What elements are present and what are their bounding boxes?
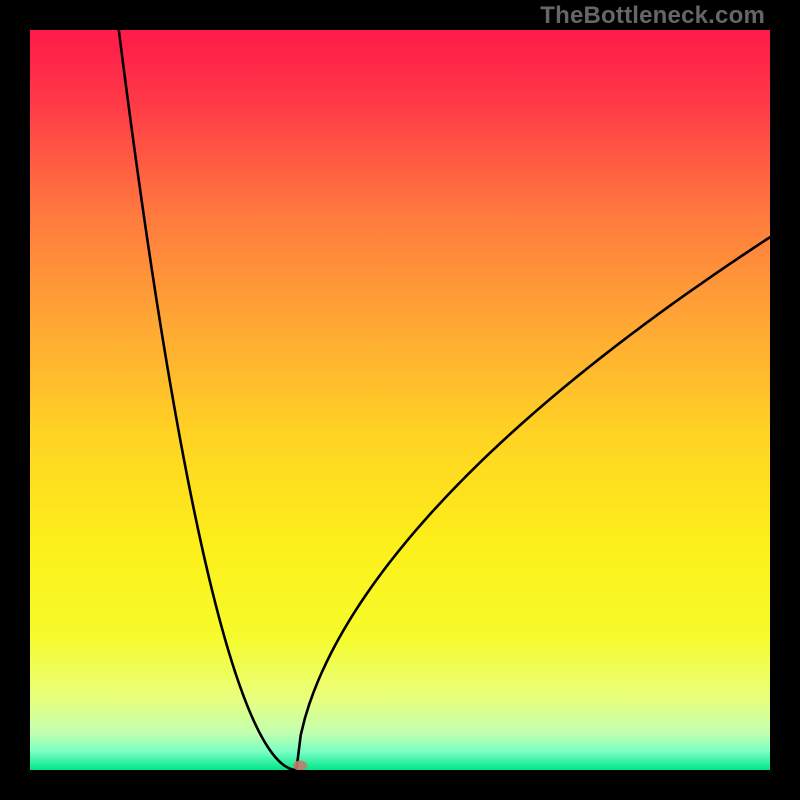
- chart-container: TheBottleneck.com: [0, 0, 800, 800]
- plot-area: [30, 30, 770, 770]
- bottleneck-curve: [119, 30, 770, 770]
- curve-layer: [30, 30, 770, 770]
- watermark-text: TheBottleneck.com: [540, 2, 765, 30]
- vertex-marker: [293, 761, 307, 770]
